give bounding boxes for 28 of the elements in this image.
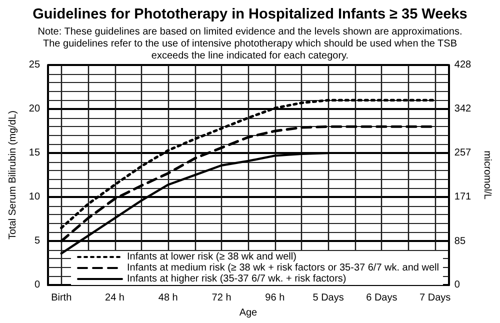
x-tick-label: Birth	[51, 292, 72, 304]
chart-title: Guidelines for Phototherapy in Hospitalized Infants ≥ 35 Weeks	[32, 6, 468, 22]
y2-tick-label: 428	[454, 60, 472, 70]
x-tick-label: 6 Days	[366, 292, 398, 304]
y-tick-label: 25	[28, 60, 40, 70]
y2-tick-label: 342	[454, 104, 472, 115]
x-tick-label: 48 h	[158, 292, 178, 304]
x-tick-label: 96 h	[265, 292, 285, 304]
x-axis-title: Age	[239, 308, 258, 318]
legend-label: Infants at medium risk (≥ 38 wk + risk factors or 35-37 6/7 wk. and well	[127, 262, 439, 274]
y2-tick-label: 257	[454, 147, 472, 158]
x-tick-label: 7 Days	[420, 292, 451, 304]
y2-tick-label: 171	[454, 192, 472, 203]
y2-tick-label: 85	[454, 236, 466, 247]
x-tick-label: 72 h	[212, 292, 232, 304]
y-tick-label: 15	[28, 148, 40, 159]
x-tick-label: 5 Days	[312, 292, 344, 304]
legend-label: Infants at lower risk (≥ 38 wk and well)	[127, 252, 296, 262]
y-tick-label: 10	[28, 192, 40, 203]
y2-tick-label: 0	[454, 280, 460, 291]
y-tick-label: 0	[34, 280, 40, 291]
y-tick-label: 20	[28, 104, 40, 115]
chart-subtitle: Note: These guidelines are based on limited evidence and the levels shown are approximations. The guidelines refer to the use of intensive phototherapy which should be used when the TSB exceeds the line indicated for each category.	[38, 26, 462, 62]
y-axis-title: Total Serum Bilirubin (mg/dL)	[8, 110, 18, 240]
x-tick-label: 24 h	[105, 292, 124, 304]
legend-label: Infants at higher risk (35-37 6/7 wk. + risk factors)	[127, 274, 346, 284]
y2-axis-title: micromol/L	[482, 150, 492, 200]
y-tick-label: 5	[34, 236, 40, 247]
